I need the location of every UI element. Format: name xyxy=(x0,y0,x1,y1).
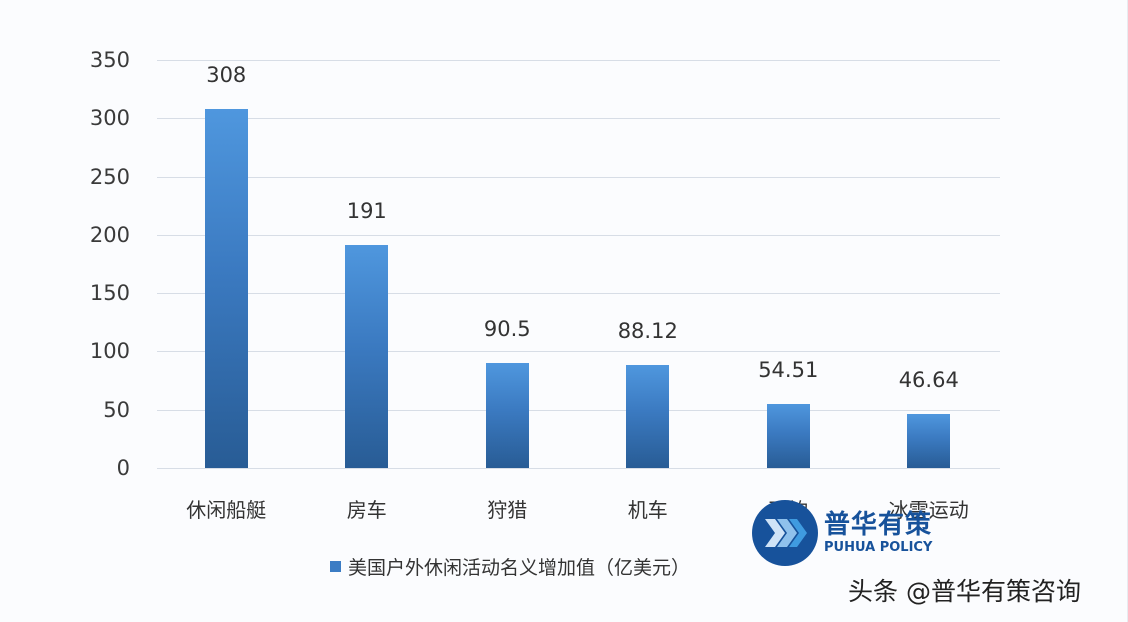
y-tick-label: 350 xyxy=(89,48,130,72)
gridline xyxy=(157,293,1000,295)
value-label: 88.12 xyxy=(617,319,678,344)
bar xyxy=(626,365,670,468)
chevron-logo-icon xyxy=(752,500,818,566)
puhua-logo: 普华有策 PUHUA POLICY xyxy=(752,500,932,566)
x-tick-label: 冰雪运动 xyxy=(888,498,969,522)
plot-area xyxy=(157,60,1000,469)
y-tick-label: 0 xyxy=(116,456,130,480)
bar xyxy=(485,362,529,468)
legend-swatch xyxy=(330,561,341,572)
y-tick-label: 150 xyxy=(89,281,130,306)
logo-en-text: PUHUA POLICY xyxy=(824,540,933,555)
watermark: 头条 @普华有策咨询 xyxy=(848,577,1081,606)
y-tick-label: 300 xyxy=(89,106,130,131)
x-tick-label: 房车 xyxy=(346,498,387,522)
value-label: 308 xyxy=(206,62,247,87)
legend-label: 美国户外休闲活动名义增加值（亿美元） xyxy=(348,557,691,579)
y-tick-label: 50 xyxy=(103,397,130,422)
gridline xyxy=(157,468,1000,469)
value-label: 191 xyxy=(346,199,387,224)
bar xyxy=(766,404,810,468)
x-tick-label: 休闲船艇 xyxy=(186,498,267,522)
y-tick-label: 200 xyxy=(89,222,130,247)
legend: 美国户外休闲活动名义增加值（亿美元） xyxy=(330,553,690,580)
gridline xyxy=(157,409,1000,411)
y-tick-label: 250 xyxy=(89,164,130,189)
bar xyxy=(345,245,389,468)
bar xyxy=(907,413,951,468)
value-label: 54.51 xyxy=(758,358,819,383)
logo-cn-text: 普华有策 xyxy=(824,510,933,540)
gridline xyxy=(157,60,1000,61)
value-label: 90.5 xyxy=(483,316,531,341)
value-label: 46.64 xyxy=(898,367,959,392)
gridline xyxy=(157,351,1000,353)
x-tick-label: 机车 xyxy=(627,498,668,522)
gridline xyxy=(157,234,1000,236)
gridline xyxy=(157,176,1000,178)
bar xyxy=(204,108,248,468)
x-tick-label: 狩猎 xyxy=(487,498,528,522)
gridline xyxy=(157,118,1000,120)
y-tick-label: 100 xyxy=(89,339,130,364)
